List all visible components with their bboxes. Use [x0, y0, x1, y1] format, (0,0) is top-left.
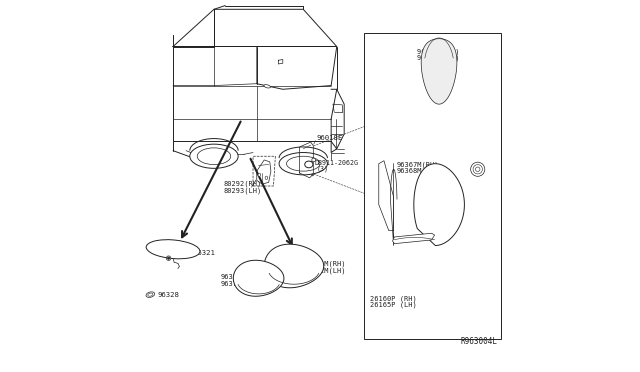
Text: DB911-2062G: DB911-2062G [315, 160, 359, 166]
Ellipse shape [279, 153, 328, 175]
Bar [364, 33, 500, 339]
Text: 26160P (RH): 26160P (RH) [370, 295, 417, 302]
Ellipse shape [473, 164, 483, 174]
Text: 96328: 96328 [157, 292, 179, 298]
Ellipse shape [476, 167, 480, 171]
Ellipse shape [470, 162, 484, 176]
Ellipse shape [312, 158, 316, 162]
Text: 96366 (LH): 96366 (LH) [417, 55, 460, 61]
Ellipse shape [305, 161, 313, 168]
Ellipse shape [287, 156, 320, 171]
Ellipse shape [166, 256, 171, 260]
Ellipse shape [258, 173, 260, 177]
Ellipse shape [197, 148, 231, 164]
Text: (3): (3) [316, 166, 328, 172]
Ellipse shape [146, 292, 155, 297]
Text: 96321: 96321 [193, 250, 216, 256]
Ellipse shape [190, 144, 238, 168]
Polygon shape [392, 233, 435, 244]
Polygon shape [379, 161, 394, 231]
Text: 96018E: 96018E [316, 135, 342, 141]
Ellipse shape [148, 293, 153, 296]
Text: 96368M(LH): 96368M(LH) [397, 168, 439, 174]
Ellipse shape [168, 257, 170, 259]
Text: 96365 (RH): 96365 (RH) [417, 48, 460, 55]
Polygon shape [264, 244, 324, 288]
Text: 26165P (LH): 26165P (LH) [370, 302, 417, 308]
Text: 80292(RH): 80292(RH) [223, 180, 262, 187]
Text: N: N [306, 161, 312, 167]
Polygon shape [421, 39, 457, 104]
Text: R963004L: R963004L [461, 337, 498, 346]
Text: 96374(LH): 96374(LH) [221, 280, 259, 287]
Text: 96302M(LH): 96302M(LH) [303, 267, 346, 274]
Polygon shape [234, 260, 284, 296]
Ellipse shape [312, 174, 314, 176]
Ellipse shape [146, 240, 200, 259]
Text: 80293(LH): 80293(LH) [223, 187, 262, 194]
Ellipse shape [265, 176, 268, 179]
Polygon shape [414, 164, 465, 246]
Text: 96373(RH): 96373(RH) [221, 274, 259, 280]
Text: 96301M(RH): 96301M(RH) [303, 261, 346, 267]
Ellipse shape [264, 84, 271, 88]
Text: 96367M(RH): 96367M(RH) [397, 161, 439, 168]
